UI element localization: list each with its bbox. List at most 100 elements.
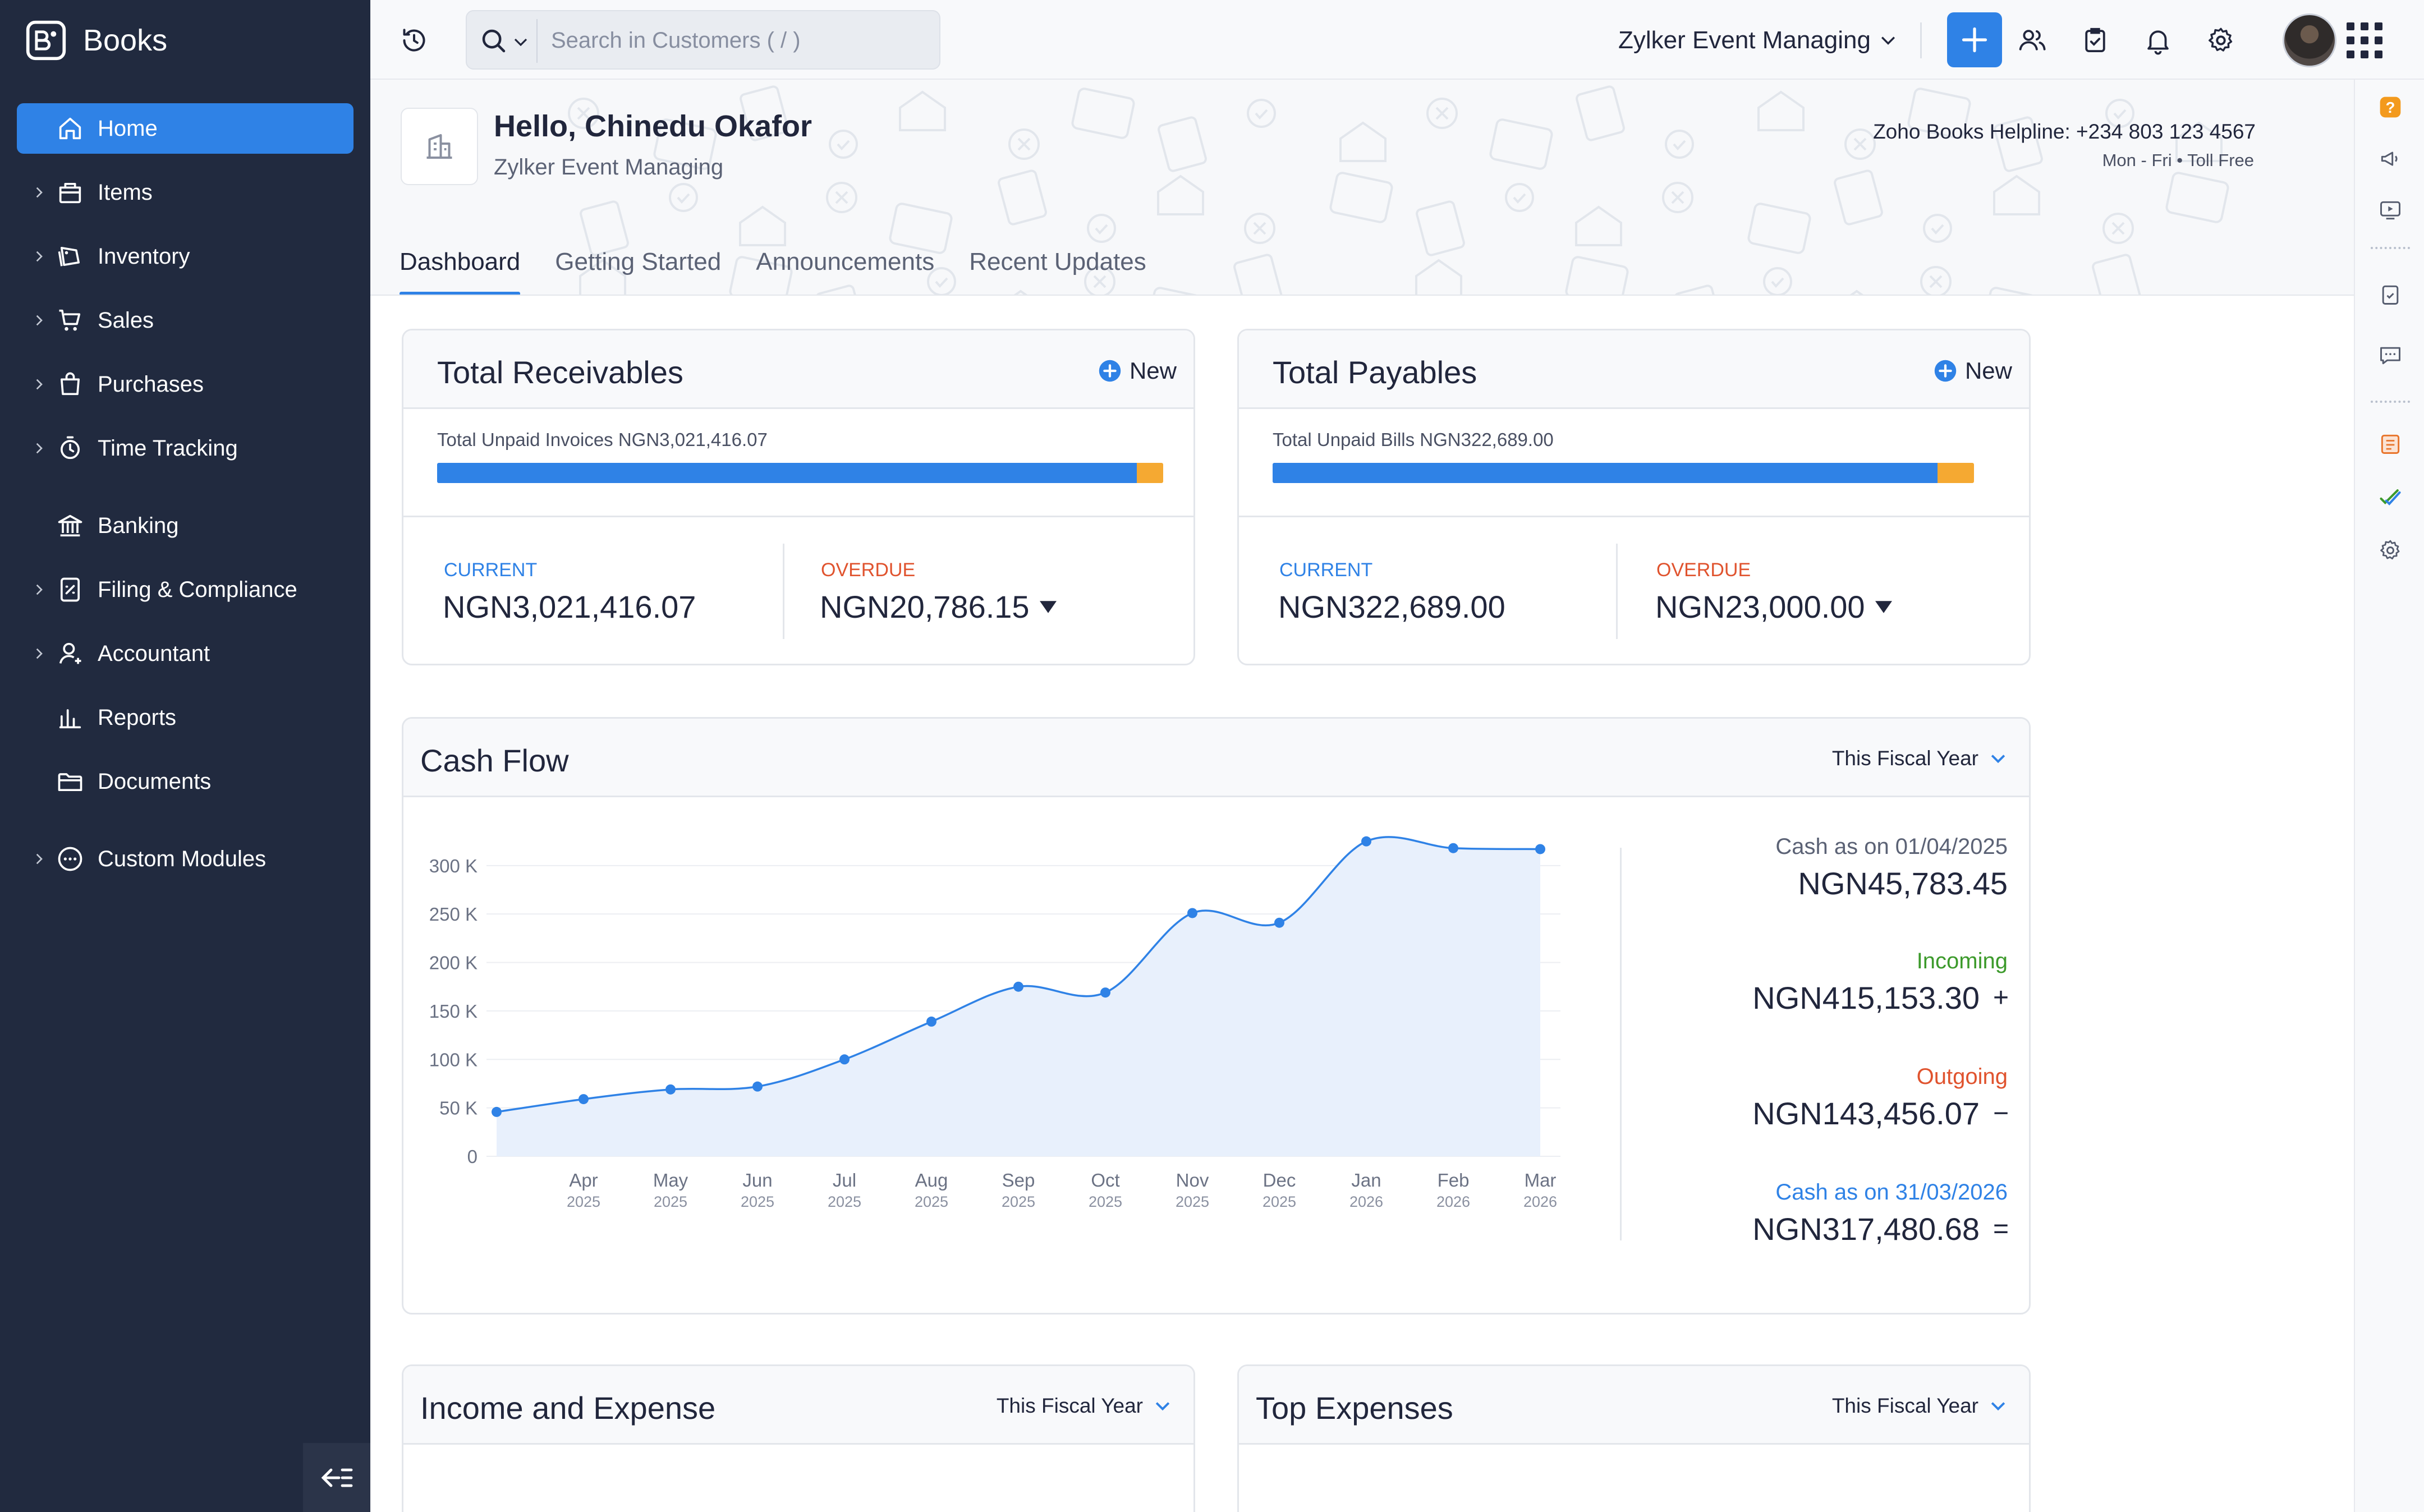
- zoho-app-button-2[interactable]: [2377, 485, 2403, 511]
- search-icon[interactable]: [478, 26, 509, 56]
- sidebar-item-accountant[interactable]: Accountant: [17, 628, 354, 679]
- org-logo[interactable]: [401, 108, 478, 185]
- tab-recent-updates[interactable]: Recent Updates: [969, 248, 1146, 275]
- chevron-right-icon[interactable]: [33, 378, 45, 390]
- org-switcher[interactable]: Zylker Event Managing: [1618, 24, 1895, 57]
- cash-flow-header: Cash Flow This Fiscal Year: [403, 719, 2029, 797]
- folder-icon: [55, 766, 85, 797]
- sidebar-item-label: Custom Modules: [98, 846, 267, 871]
- help-button[interactable]: ?: [2377, 94, 2403, 120]
- bank-icon: [55, 511, 85, 541]
- y-tick-label: 100 K: [429, 1049, 478, 1070]
- x-tick-month: Jul: [833, 1170, 856, 1191]
- payables-title: Total Payables: [1273, 355, 1477, 390]
- cash-flow-card: Cash Flow This Fiscal Year 0 50 K 100 K 150…: [402, 717, 2031, 1315]
- sidebar-item-items[interactable]: Items: [17, 167, 354, 218]
- video-tutorials-button[interactable]: [2377, 197, 2403, 223]
- sidebar-item-label: Filing & Compliance: [98, 577, 297, 602]
- receivables-progress-bar[interactable]: [437, 463, 1163, 483]
- items-icon: [55, 177, 85, 208]
- chevron-right-icon[interactable]: [33, 647, 45, 660]
- tab-dashboard[interactable]: Dashboard: [400, 248, 521, 295]
- sidebar-item-time-tracking[interactable]: Time Tracking: [17, 423, 354, 474]
- search-input[interactable]: [551, 22, 921, 58]
- chevron-right-icon[interactable]: [33, 186, 45, 199]
- receivables-header: Total Receivables New: [403, 330, 1193, 409]
- top-expenses-period-dropdown[interactable]: This Fiscal Year: [1832, 1394, 2005, 1418]
- chevron-right-icon[interactable]: [33, 853, 45, 865]
- data-point-aug: [926, 1016, 936, 1027]
- payables-card: Total Payables New Total Unpaid Bills NG…: [1237, 329, 2031, 665]
- sidebar-item-banking[interactable]: Banking: [17, 500, 354, 551]
- history-icon[interactable]: [398, 25, 430, 56]
- chevron-right-icon[interactable]: [33, 583, 45, 596]
- sidebar-item-label: Banking: [98, 513, 179, 538]
- sidebar-item-purchases[interactable]: Purchases: [17, 359, 354, 410]
- search-scope-chevron-icon[interactable]: [514, 38, 527, 46]
- income-expense-period-dropdown[interactable]: This Fiscal Year: [997, 1394, 1170, 1418]
- inventory-icon: [55, 241, 85, 272]
- overdue-label: OVERDUE: [1656, 559, 1751, 581]
- x-tick-month: Mar: [1525, 1170, 1557, 1191]
- chevron-right-icon[interactable]: [33, 250, 45, 263]
- current-value[interactable]: NGN3,021,416.07: [443, 589, 696, 624]
- sidebar-item-home[interactable]: Home: [17, 103, 354, 154]
- rail-tasks-button[interactable]: [2377, 282, 2403, 307]
- users-button[interactable]: [2016, 24, 2049, 57]
- new-bill-button[interactable]: New: [1934, 357, 2012, 384]
- sidebar-item-inventory[interactable]: Inventory: [17, 231, 354, 282]
- period-label: This Fiscal Year: [1831, 1394, 1978, 1417]
- new-invoice-button[interactable]: New: [1098, 357, 1177, 384]
- cash-flow-period-dropdown[interactable]: This Fiscal Year: [1832, 747, 2005, 770]
- announcements-button[interactable]: [2377, 146, 2403, 172]
- x-tick-year: 2025: [1089, 1193, 1122, 1210]
- outgoing-cash: Outgoing NGN143,456.07−: [1752, 1064, 2009, 1132]
- dashboard-tabs: Dashboard Getting Started Announcements Rec…: [400, 248, 1146, 295]
- zoho-app-button[interactable]: [2377, 431, 2403, 457]
- sidebar-item-filing-compliance[interactable]: Filing & Compliance: [17, 564, 354, 615]
- tab-announcements[interactable]: Announcements: [756, 248, 935, 275]
- rail-settings-button[interactable]: [2377, 537, 2403, 563]
- sidebar-item-documents[interactable]: Documents: [17, 756, 354, 807]
- overdue-dropdown[interactable]: NGN20,786.15: [820, 589, 1057, 625]
- tasks-button[interactable]: [2078, 24, 2112, 57]
- overdue-segment: [1137, 463, 1163, 483]
- cash-flow-chart[interactable]: 0 50 K 100 K 150 K 200 K 250 K 300 K Apr 2025 May…: [403, 825, 1604, 1285]
- opening-cash: Cash as on 01/04/2025 NGN45,783.45: [1775, 834, 2008, 902]
- chevron-right-icon[interactable]: [33, 314, 45, 327]
- chart-divider: [1620, 848, 1622, 1240]
- data-point-jan: [1361, 836, 1371, 847]
- collapse-sidebar-button[interactable]: [303, 1443, 370, 1512]
- outgoing-value: NGN143,456.07: [1752, 1096, 1980, 1131]
- tab-getting-started[interactable]: Getting Started: [555, 248, 722, 275]
- closing-cash: Cash as on 31/03/2026 NGN317,480.68 =: [1752, 1180, 2009, 1247]
- data-point-nov: [1187, 908, 1197, 918]
- top-bar: Zylker Event Managing: [370, 0, 2424, 80]
- cart-icon: [55, 305, 85, 336]
- payables-progress-bar[interactable]: [1273, 463, 1974, 483]
- y-tick-label: 150 K: [429, 1001, 478, 1022]
- settings-button[interactable]: [2204, 24, 2238, 57]
- brand[interactable]: Books: [25, 18, 167, 63]
- books-logo-icon: [26, 20, 66, 61]
- x-tick-year: 2025: [828, 1193, 861, 1210]
- chat-icon: [2380, 347, 2400, 365]
- sidebar-item-label: Inventory: [98, 243, 190, 269]
- sidebar-item-sales[interactable]: Sales: [17, 295, 354, 346]
- sidebar-item-label: Items: [98, 180, 153, 205]
- sidebar-item-custom-modules[interactable]: Custom Modules: [17, 834, 354, 884]
- overdue-dropdown[interactable]: NGN23,000.00: [1655, 589, 1892, 625]
- avatar[interactable]: [2283, 13, 2336, 67]
- current-label: CURRENT: [1279, 559, 1373, 581]
- data-point-opening: [492, 1106, 502, 1117]
- caret-down-icon: [1039, 600, 1057, 613]
- chevron-right-icon[interactable]: [33, 442, 45, 454]
- sidebar-item-reports[interactable]: Reports: [17, 692, 354, 743]
- sidebar-item-label: Accountant: [98, 641, 210, 666]
- chat-button[interactable]: [2377, 342, 2403, 368]
- current-value[interactable]: NGN322,689.00: [1278, 589, 1505, 624]
- quick-create-button[interactable]: [1947, 12, 2002, 67]
- global-search[interactable]: [466, 10, 940, 70]
- apps-grid-icon[interactable]: [2347, 22, 2382, 58]
- notifications-button[interactable]: [2141, 24, 2175, 57]
